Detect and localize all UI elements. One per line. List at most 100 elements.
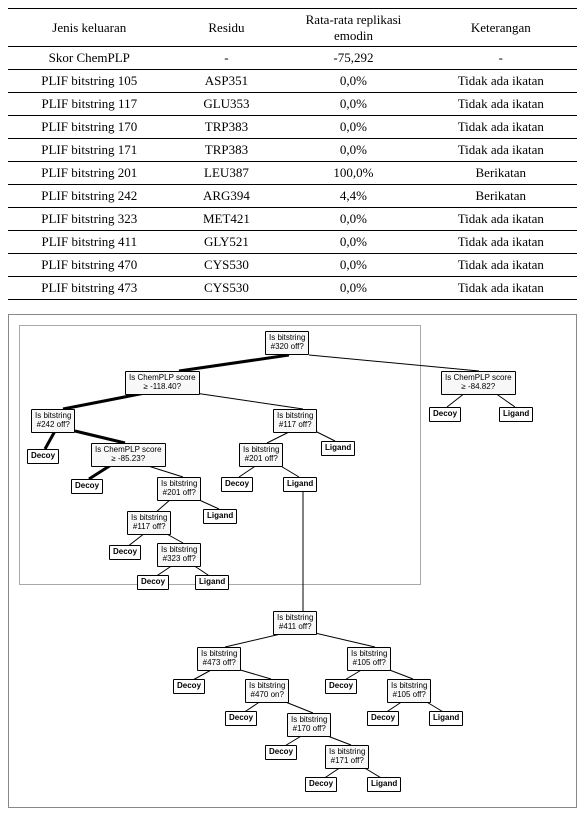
- leaf-decoy: Decoy: [27, 449, 59, 464]
- cell: GLU353: [171, 93, 283, 116]
- node-bitstring-117: Is bitstring #117 off?: [273, 409, 317, 433]
- plif-table: Jenis keluaran Residu Rata-rata replikas…: [8, 8, 577, 300]
- cell: -: [171, 47, 283, 70]
- leaf-decoy: Decoy: [109, 545, 141, 560]
- leaf-decoy: Decoy: [225, 711, 257, 726]
- node-chemplp-8482: Is ChemPLP score ≥ -84.82?: [441, 371, 516, 395]
- cell: CYS530: [171, 277, 283, 300]
- table-row: PLIF bitstring 201LEU387100,0%Berikatan: [8, 162, 577, 185]
- cell: 0,0%: [282, 139, 424, 162]
- cell: Tidak ada ikatan: [425, 116, 577, 139]
- tree-canvas: Is bitstring #320 off? Is ChemPLP score …: [15, 321, 570, 801]
- leaf-ligand: Ligand: [283, 477, 317, 492]
- cell: Tidak ada ikatan: [425, 231, 577, 254]
- node-bitstring-473: Is bitstring #473 off?: [197, 647, 241, 671]
- node-bitstring-470: Is bitstring #470 on?: [245, 679, 289, 703]
- cell: 0,0%: [282, 277, 424, 300]
- cell: PLIF bitstring 170: [8, 116, 171, 139]
- cell: Berikatan: [425, 162, 577, 185]
- table-row: PLIF bitstring 242ARG3944,4%Berikatan: [8, 185, 577, 208]
- table-row: PLIF bitstring 470CYS5300,0%Tidak ada ik…: [8, 254, 577, 277]
- node-bitstring-411: Is bitstring #411 off?: [273, 611, 317, 635]
- node-bitstring-320: Is bitstring #320 off?: [265, 331, 309, 355]
- cell: -: [425, 47, 577, 70]
- node-bitstring-201: Is bitstring #201 off?: [239, 443, 283, 467]
- cell: Tidak ada ikatan: [425, 139, 577, 162]
- cell: ARG394: [171, 185, 283, 208]
- node-bitstring-105: Is bitstring #105 off?: [347, 647, 391, 671]
- leaf-decoy: Decoy: [429, 407, 461, 422]
- leaf-decoy: Decoy: [221, 477, 253, 492]
- cell: Berikatan: [425, 185, 577, 208]
- cell: PLIF bitstring 171: [8, 139, 171, 162]
- cell: PLIF bitstring 473: [8, 277, 171, 300]
- cell: 0,0%: [282, 254, 424, 277]
- cell: GLY521: [171, 231, 283, 254]
- table-row: PLIF bitstring 105ASP3510,0%Tidak ada ik…: [8, 70, 577, 93]
- cell: MET421: [171, 208, 283, 231]
- leaf-decoy: Decoy: [71, 479, 103, 494]
- node-bitstring-242: Is bitstring #242 off?: [31, 409, 75, 433]
- cell: 4,4%: [282, 185, 424, 208]
- cell: Tidak ada ikatan: [425, 254, 577, 277]
- table-row: PLIF bitstring 170TRP3830,0%Tidak ada ik…: [8, 116, 577, 139]
- leaf-decoy: Decoy: [265, 745, 297, 760]
- cell: PLIF bitstring 105: [8, 70, 171, 93]
- table-row: PLIF bitstring 171TRP3830,0%Tidak ada ik…: [8, 139, 577, 162]
- cell: 0,0%: [282, 231, 424, 254]
- node-bitstring-323: Is bitstring #323 off?: [157, 543, 201, 567]
- cell: PLIF bitstring 117: [8, 93, 171, 116]
- leaf-ligand: Ligand: [499, 407, 533, 422]
- cell: 0,0%: [282, 116, 424, 139]
- leaf-decoy: Decoy: [137, 575, 169, 590]
- node-bitstring-201: Is bitstring #201 off?: [157, 477, 201, 501]
- cell: Tidak ada ikatan: [425, 93, 577, 116]
- node-chemplp-11840: Is ChemPLP score ≥ -118.40?: [125, 371, 200, 395]
- leaf-decoy: Decoy: [305, 777, 337, 792]
- cell: PLIF bitstring 323: [8, 208, 171, 231]
- table-header-row: Jenis keluaran Residu Rata-rata replikas…: [8, 9, 577, 47]
- th-rata: Rata-rata replikasi emodin: [282, 9, 424, 47]
- cell: Skor ChemPLP: [8, 47, 171, 70]
- cell: 0,0%: [282, 70, 424, 93]
- upper-panel-box: [19, 325, 421, 585]
- cell: Tidak ada ikatan: [425, 70, 577, 93]
- cell: 0,0%: [282, 93, 424, 116]
- leaf-ligand: Ligand: [195, 575, 229, 590]
- node-chemplp-8523: Is ChemPLP score ≥ -85.23?: [91, 443, 166, 467]
- decision-tree-diagram: Is bitstring #320 off? Is ChemPLP score …: [8, 314, 577, 808]
- node-bitstring-117: Is bitstring #117 off?: [127, 511, 171, 535]
- cell: PLIF bitstring 242: [8, 185, 171, 208]
- cell: PLIF bitstring 411: [8, 231, 171, 254]
- table-row: PLIF bitstring 473CYS5300,0%Tidak ada ik…: [8, 277, 577, 300]
- th-residu: Residu: [171, 9, 283, 47]
- cell: 0,0%: [282, 208, 424, 231]
- leaf-ligand: Ligand: [321, 441, 355, 456]
- leaf-ligand: Ligand: [203, 509, 237, 524]
- node-bitstring-171: Is bitstring #171 off?: [325, 745, 369, 769]
- cell: Tidak ada ikatan: [425, 208, 577, 231]
- cell: TRP383: [171, 139, 283, 162]
- node-bitstring-105b: Is bitstring #105 off?: [387, 679, 431, 703]
- cell: 100,0%: [282, 162, 424, 185]
- cell: LEU387: [171, 162, 283, 185]
- th-jenis: Jenis keluaran: [8, 9, 171, 47]
- cell: PLIF bitstring 201: [8, 162, 171, 185]
- node-bitstring-170: Is bitstring #170 off?: [287, 713, 331, 737]
- th-ket: Keterangan: [425, 9, 577, 47]
- cell: PLIF bitstring 470: [8, 254, 171, 277]
- table-row: Skor ChemPLP--75,292-: [8, 47, 577, 70]
- cell: CYS530: [171, 254, 283, 277]
- cell: TRP383: [171, 116, 283, 139]
- cell: Tidak ada ikatan: [425, 277, 577, 300]
- leaf-ligand: Ligand: [367, 777, 401, 792]
- table-row: PLIF bitstring 411GLY5210,0%Tidak ada ik…: [8, 231, 577, 254]
- cell: ASP351: [171, 70, 283, 93]
- cell: -75,292: [282, 47, 424, 70]
- leaf-decoy: Decoy: [367, 711, 399, 726]
- table-row: PLIF bitstring 323MET4210,0%Tidak ada ik…: [8, 208, 577, 231]
- leaf-decoy: Decoy: [325, 679, 357, 694]
- leaf-ligand: Ligand: [429, 711, 463, 726]
- table-row: PLIF bitstring 117GLU3530,0%Tidak ada ik…: [8, 93, 577, 116]
- leaf-decoy: Decoy: [173, 679, 205, 694]
